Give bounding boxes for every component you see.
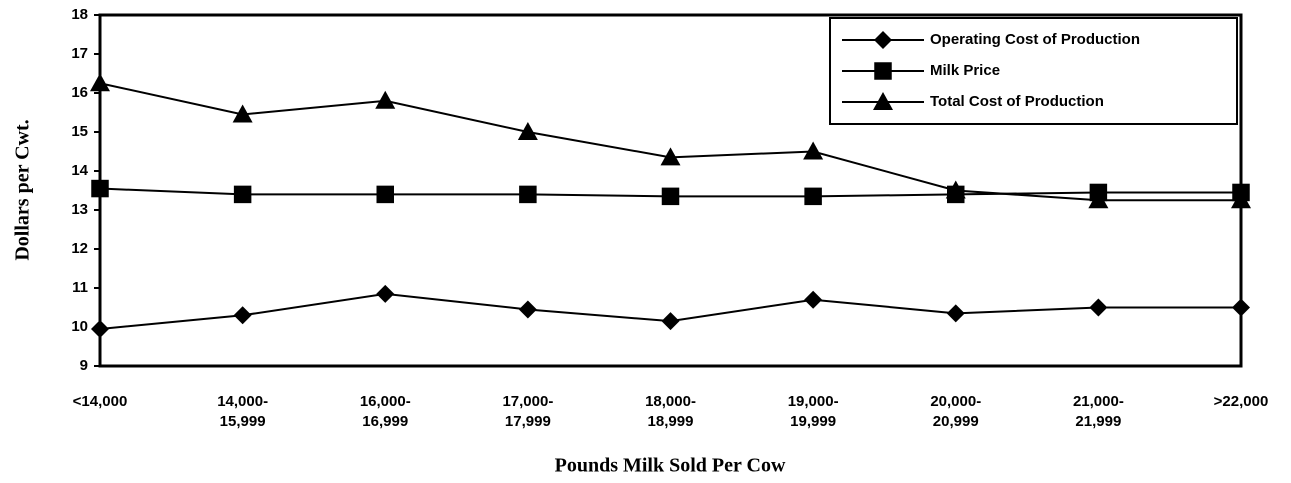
legend-label: Operating Cost of Production	[930, 31, 1140, 48]
marker	[233, 306, 252, 325]
y-tick-label: 14	[71, 162, 88, 179]
marker	[1232, 298, 1250, 317]
marker	[803, 141, 824, 160]
marker	[519, 185, 537, 204]
legend-label: Total Cost of Production	[930, 93, 1104, 110]
x-tick-label: 20,000- 20,999	[930, 393, 982, 430]
marker	[660, 147, 681, 166]
y-tick-label: 15	[71, 123, 88, 140]
marker	[232, 104, 253, 123]
legend-label: Milk Price	[930, 62, 1000, 79]
marker	[518, 300, 537, 319]
marker	[874, 31, 892, 49]
marker	[873, 92, 893, 110]
x-tick-label: 18,000- 18,999	[645, 393, 696, 430]
marker	[661, 187, 680, 206]
x-tick-label: <14,000	[72, 393, 128, 410]
marker	[1089, 298, 1108, 317]
x-tick-label: 14,000- 15,999	[217, 393, 269, 430]
y-tick-label: 18	[71, 6, 88, 23]
marker	[90, 73, 110, 92]
marker	[91, 319, 109, 338]
marker	[233, 185, 252, 204]
marker	[375, 90, 396, 109]
marker	[376, 185, 394, 204]
x-tick-label: 17,000- 17,999	[502, 393, 554, 430]
marker	[804, 187, 822, 206]
marker	[1231, 190, 1251, 209]
y-tick-label: 13	[71, 201, 88, 218]
x-tick-label: 16,000- 16,999	[359, 393, 411, 430]
y-tick-label: 11	[72, 279, 88, 296]
x-tick-label: 21,000- 21,999	[1072, 393, 1124, 430]
y-tick-label: 16	[71, 84, 88, 101]
marker	[874, 62, 892, 80]
x-tick-label: 19,000- 19,999	[787, 393, 839, 430]
marker	[376, 284, 395, 303]
legend: Operating Cost of Production Milk Price To…	[829, 17, 1238, 125]
x-axis-title: Pounds Milk Sold Per Cow	[555, 455, 786, 477]
y-axis-title: Dollars per Cwt.	[12, 119, 34, 260]
marker	[661, 312, 680, 331]
marker	[946, 304, 965, 323]
y-tick-label: 12	[71, 240, 88, 257]
y-tick-label: 9	[80, 357, 88, 374]
y-tick-label: 10	[71, 318, 88, 335]
marker	[517, 122, 538, 140]
marker	[945, 180, 966, 199]
marker	[1088, 190, 1109, 209]
x-tick-label: >22,000	[1213, 393, 1269, 410]
marker	[91, 179, 109, 198]
y-tick-label: 17	[71, 45, 88, 62]
marker	[804, 290, 823, 309]
